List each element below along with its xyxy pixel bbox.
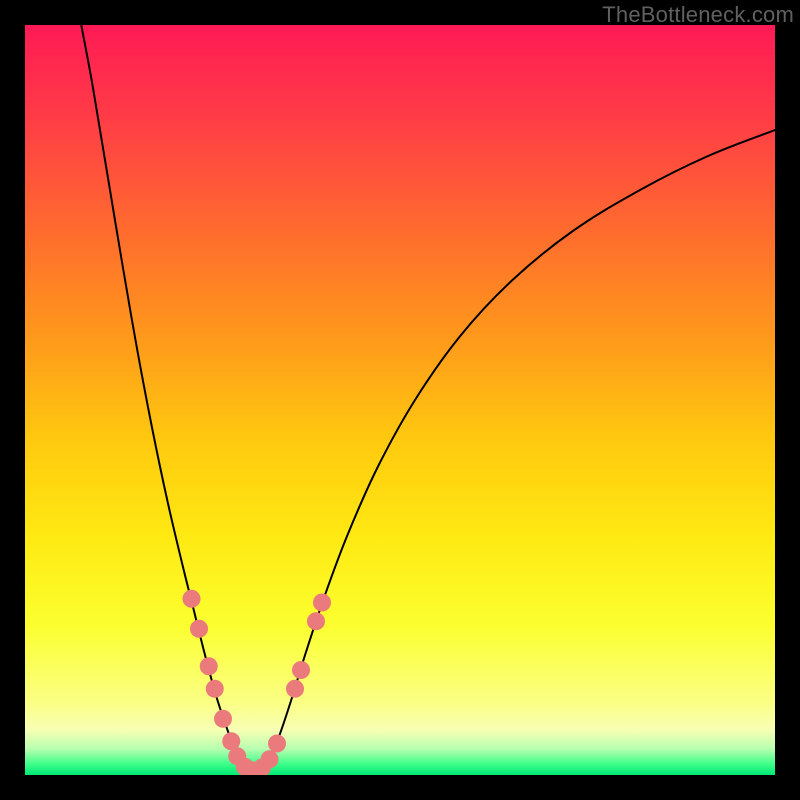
watermark-text: TheBottleneck.com — [602, 2, 794, 28]
data-marker — [206, 680, 224, 698]
data-marker — [307, 612, 325, 630]
chart-svg — [25, 25, 775, 775]
data-marker — [268, 735, 286, 753]
data-marker — [261, 750, 279, 768]
gradient-background — [25, 25, 775, 775]
data-marker — [286, 680, 304, 698]
plot-area — [25, 25, 775, 775]
data-marker — [292, 661, 310, 679]
data-marker — [313, 594, 331, 612]
chart-frame: TheBottleneck.com — [0, 0, 800, 800]
data-marker — [200, 657, 218, 675]
data-marker — [183, 590, 201, 608]
data-marker — [190, 620, 208, 638]
data-marker — [214, 710, 232, 728]
